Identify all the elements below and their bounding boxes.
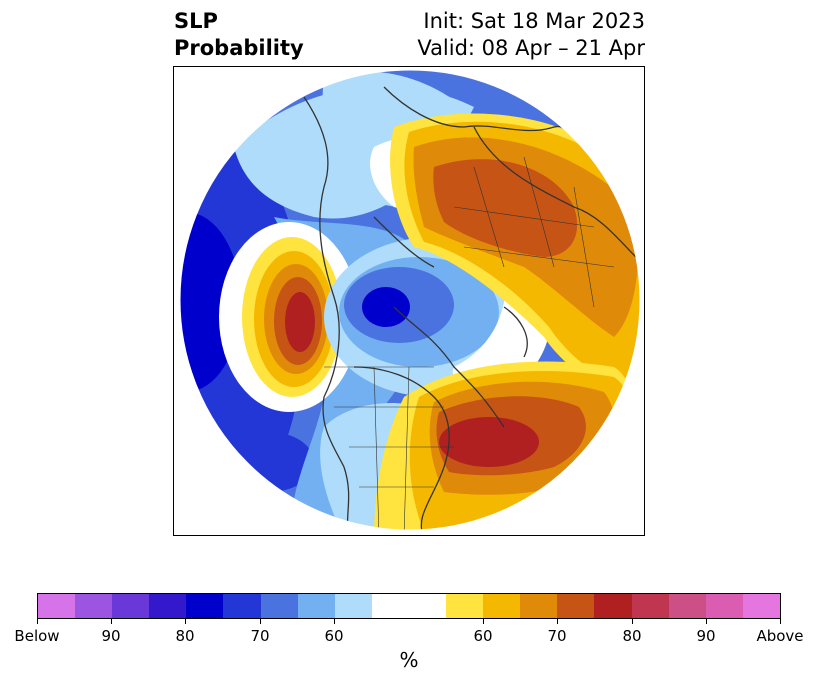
- colorbar-segment: [446, 594, 484, 618]
- colorbar-tick-label: Above: [756, 627, 804, 645]
- colorbar-tick: [780, 619, 781, 624]
- map-title-left: SLP Probability: [174, 8, 304, 62]
- high-eurasia-75: [433, 159, 578, 257]
- colorbar-tick-label: 80: [175, 627, 195, 645]
- colorbar-tick-label: 60: [473, 627, 493, 645]
- colorbar-tick: [334, 619, 335, 624]
- colorbar-segment: [334, 594, 372, 618]
- title-valid-range: Valid: 08 Apr – 21 Apr: [417, 36, 645, 60]
- high-pacific-80: [285, 292, 315, 352]
- low-west-70: [180, 212, 241, 392]
- colorbar-segment: [112, 594, 150, 618]
- colorbar-tick-label: 90: [696, 627, 716, 645]
- colorbar-tick: [260, 619, 261, 624]
- colorbar-segment: [223, 594, 261, 618]
- colorbar-tick-label: 60: [324, 627, 344, 645]
- colorbar-segment: [705, 594, 743, 618]
- colorbar-segment: [557, 594, 595, 618]
- title-probability: Probability: [174, 36, 304, 60]
- colorbar-unit-label: %: [399, 648, 419, 672]
- high-atlantic-80: [439, 417, 539, 467]
- colorbar-tick-label: 70: [250, 627, 270, 645]
- title-init-date: Init: Sat 18 Mar 2023: [423, 9, 645, 33]
- colorbar-tick: [111, 619, 112, 624]
- colorbar-segment: [371, 594, 409, 618]
- colorbar-segment: [260, 594, 298, 618]
- map-title-right: Init: Sat 18 Mar 2023 Valid: 08 Apr – 21…: [417, 8, 645, 62]
- colorbar-tick: [37, 619, 38, 624]
- colorbar-segment: [594, 594, 632, 618]
- map-panel: [173, 66, 645, 536]
- title-slp: SLP: [174, 9, 218, 33]
- colorbar-tick: [483, 619, 484, 624]
- colorbar-tick-label: Below: [14, 627, 60, 645]
- colorbar-tick-label: 80: [622, 627, 642, 645]
- arctic-core: [362, 287, 410, 327]
- colorbar-segment: [742, 594, 780, 618]
- colorbar-segment: [38, 594, 76, 618]
- colorbar-segment: [520, 594, 558, 618]
- colorbar-segment: [483, 594, 521, 618]
- colorbar-segment: [631, 594, 669, 618]
- colorbar-tick-label: 90: [101, 627, 121, 645]
- colorbar-tick: [706, 619, 707, 624]
- colorbar-segment: [668, 594, 706, 618]
- probability-map: [179, 69, 641, 531]
- colorbar-tick: [185, 619, 186, 624]
- colorbar-segment: [149, 594, 187, 618]
- colorbar-segment: [75, 594, 113, 618]
- colorbar-tick: [557, 619, 558, 624]
- colorbar-segment: [186, 594, 224, 618]
- colorbar-segment: [297, 594, 335, 618]
- colorbar: [37, 593, 781, 619]
- colorbar-segment: [408, 594, 447, 618]
- borders: [324, 156, 615, 530]
- colorbar-tick: [632, 619, 633, 624]
- colorbar-tick-label: 70: [547, 627, 567, 645]
